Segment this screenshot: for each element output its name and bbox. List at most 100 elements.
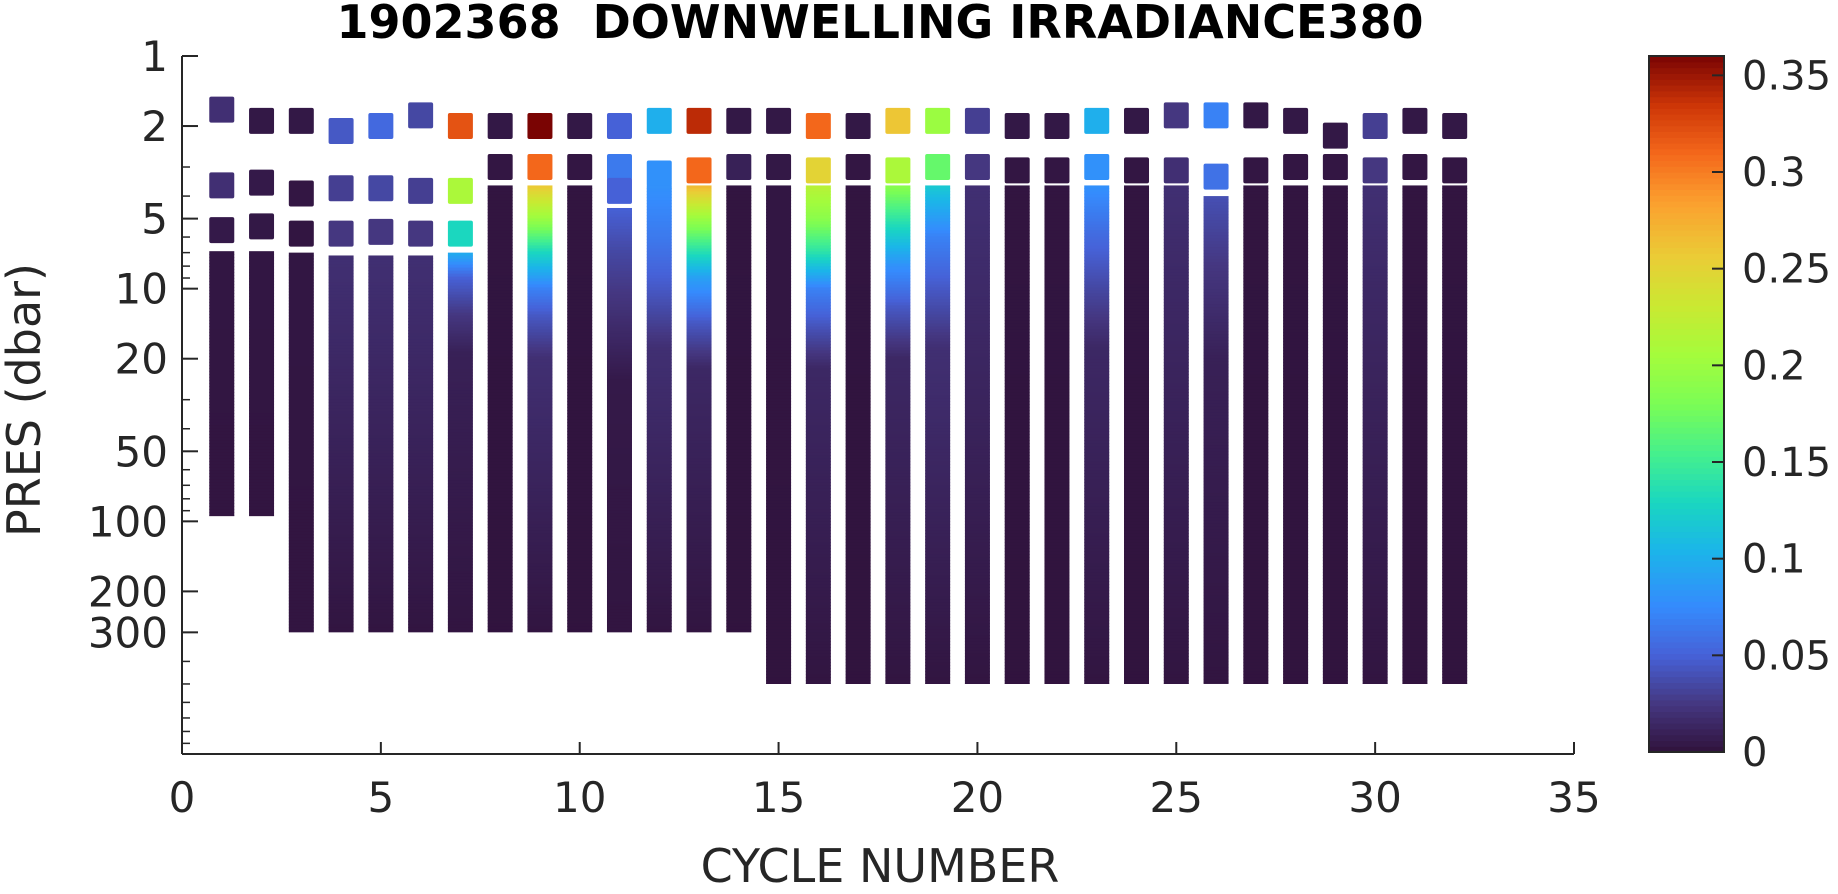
- sample-marker: [607, 113, 632, 139]
- profile-segment: [806, 680, 831, 684]
- profile-segment: [1283, 680, 1308, 684]
- x-tick-label: 10: [553, 773, 606, 822]
- sample-marker: [1084, 154, 1109, 180]
- sample-marker: [408, 102, 433, 128]
- sample-marker: [766, 108, 791, 134]
- profile-segment: [607, 631, 632, 632]
- sample-marker: [1124, 108, 1149, 134]
- profile-segment: [567, 629, 592, 632]
- sample-marker: [448, 113, 473, 139]
- cycle-column-20: [965, 108, 990, 684]
- cycle-column-4: [329, 118, 354, 632]
- profile-segment: [289, 631, 314, 633]
- cycle-column-26: [1204, 102, 1229, 684]
- profile-segment: [1323, 683, 1348, 684]
- profile-segment: [1283, 683, 1308, 684]
- profile-segment: [1124, 680, 1149, 684]
- sample-marker: [1442, 113, 1467, 139]
- profile-segment: [965, 680, 990, 684]
- profile-segment: [1363, 680, 1388, 684]
- profile-segment: [1084, 680, 1109, 684]
- sample-marker: [1044, 157, 1069, 183]
- sample-marker: [1402, 154, 1427, 180]
- profile-segment: [687, 629, 712, 632]
- sample-marker: [329, 221, 354, 247]
- profile-segment: [249, 515, 274, 516]
- sample-marker: [806, 157, 831, 183]
- sample-marker: [1084, 108, 1109, 134]
- sample-marker: [687, 108, 712, 134]
- cycle-column-23: [1084, 108, 1109, 684]
- profile-segment: [329, 630, 354, 632]
- cycle-column-32: [1442, 113, 1467, 684]
- profile-segment: [1044, 683, 1069, 684]
- profile-segment: [1442, 683, 1467, 684]
- sample-marker: [567, 154, 592, 180]
- cycle-column-25: [1164, 102, 1189, 684]
- sample-marker: [885, 108, 910, 134]
- cycle-column-7: [448, 113, 473, 632]
- cycle-column-29: [1323, 123, 1348, 684]
- profile-segment: [766, 680, 791, 684]
- cycle-column-18: [885, 108, 910, 684]
- sample-marker: [806, 113, 831, 139]
- sample-marker: [1164, 157, 1189, 183]
- sample-marker: [846, 154, 871, 180]
- profile-segment: [1243, 683, 1268, 684]
- profile-segment: [1005, 683, 1030, 684]
- profile-segment: [488, 629, 513, 632]
- profile-segment: [885, 680, 910, 684]
- cycle-column-27: [1243, 102, 1268, 684]
- sample-marker: [329, 118, 354, 144]
- sample-marker: [1363, 113, 1388, 139]
- sample-marker: [488, 113, 513, 139]
- sample-marker: [607, 154, 632, 180]
- profile-segment: [885, 683, 910, 684]
- sample-marker: [1204, 164, 1229, 190]
- sample-marker: [408, 221, 433, 247]
- sample-marker: [1005, 113, 1030, 139]
- sample-marker: [1442, 157, 1467, 183]
- cycle-column-5: [368, 113, 393, 632]
- sample-marker: [448, 178, 473, 204]
- profile-segment: [846, 683, 871, 684]
- sample-marker: [1124, 157, 1149, 183]
- sample-marker: [448, 221, 473, 247]
- sample-marker: [687, 157, 712, 183]
- x-tick-label: 5: [367, 773, 394, 822]
- sample-marker: [1283, 154, 1308, 180]
- profile-segment: [925, 680, 950, 684]
- profile-segment: [1323, 680, 1348, 684]
- profile-segment: [1363, 683, 1388, 684]
- profile-segment: [408, 630, 433, 632]
- sample-marker: [766, 154, 791, 180]
- x-tick-label: 35: [1547, 773, 1600, 822]
- sample-marker: [289, 221, 314, 247]
- sample-marker: [408, 178, 433, 204]
- sample-marker: [607, 178, 632, 204]
- profile-segment: [846, 680, 871, 684]
- profile-segment: [1005, 680, 1030, 684]
- sample-marker: [647, 108, 672, 134]
- sample-marker: [647, 161, 672, 187]
- sample-marker: [368, 219, 393, 245]
- cycle-column-31: [1402, 108, 1427, 684]
- cycle-column-28: [1283, 108, 1308, 684]
- sample-marker: [965, 108, 990, 134]
- profile-segment: [1164, 680, 1189, 684]
- cycle-column-3: [289, 108, 314, 632]
- sample-marker: [885, 157, 910, 183]
- sample-marker: [368, 113, 393, 139]
- sample-marker: [209, 172, 234, 198]
- cycle-column-6: [408, 102, 433, 632]
- cycle-column-22: [1044, 113, 1069, 684]
- cycle-column-2: [249, 108, 274, 516]
- sample-marker: [1363, 157, 1388, 183]
- sample-marker: [249, 108, 274, 134]
- sample-marker: [1204, 102, 1229, 128]
- sample-marker: [527, 154, 552, 180]
- cycle-column-10: [567, 113, 592, 632]
- cycle-column-19: [925, 108, 950, 684]
- x-tick-label: 30: [1348, 773, 1401, 822]
